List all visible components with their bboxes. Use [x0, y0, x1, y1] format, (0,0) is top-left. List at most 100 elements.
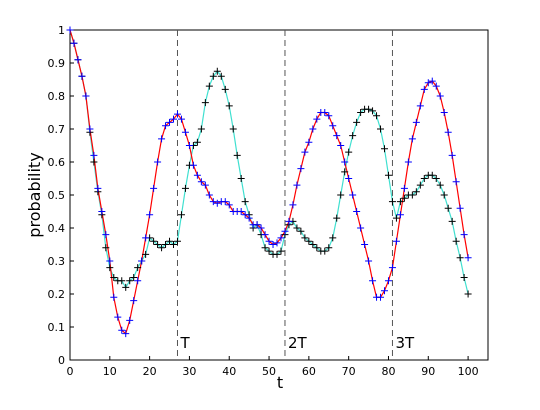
- marker: [448, 151, 456, 159]
- marker: [213, 199, 221, 207]
- marker: [349, 191, 357, 199]
- marker: [345, 148, 353, 156]
- x-tick-label: 20: [143, 365, 157, 378]
- marker: [404, 158, 412, 166]
- marker: [122, 330, 130, 338]
- marker: [265, 247, 273, 255]
- marker: [329, 122, 337, 130]
- marker: [166, 237, 174, 245]
- marker: [177, 211, 185, 219]
- marker: [428, 77, 436, 85]
- marker: [273, 250, 281, 258]
- y-tick-label: 0.7: [48, 123, 66, 136]
- marker: [420, 175, 428, 182]
- marker: [162, 122, 170, 130]
- marker: [241, 198, 249, 206]
- marker: [440, 191, 448, 199]
- marker: [158, 244, 166, 252]
- marker: [150, 184, 158, 192]
- marker: [380, 287, 388, 295]
- marker: [237, 175, 245, 182]
- marker: [444, 128, 452, 136]
- marker: [293, 181, 301, 189]
- marker: [297, 227, 305, 235]
- marker: [173, 110, 181, 118]
- marker: [412, 188, 420, 196]
- marker: [400, 184, 408, 192]
- marker: [209, 198, 217, 206]
- x-tick-label: 90: [421, 365, 435, 378]
- marker: [464, 254, 472, 262]
- x-tick-label: 70: [342, 365, 356, 378]
- marker: [297, 165, 305, 173]
- marker: [237, 208, 245, 215]
- marker: [321, 247, 329, 255]
- marker: [345, 175, 353, 182]
- marker: [408, 135, 416, 143]
- marker: [154, 241, 162, 248]
- marker: [193, 171, 201, 179]
- marker: [257, 224, 265, 232]
- marker: [138, 257, 146, 265]
- marker: [369, 277, 377, 285]
- marker: [452, 178, 460, 186]
- marker: [416, 181, 424, 189]
- marker: [444, 204, 452, 212]
- marker: [289, 201, 297, 209]
- marker: [436, 92, 444, 100]
- period-label: T: [179, 334, 190, 352]
- marker: [420, 85, 428, 93]
- period-label: 2T: [288, 334, 308, 352]
- marker: [377, 125, 385, 133]
- x-tick-label: 30: [182, 365, 196, 378]
- marker: [424, 79, 432, 87]
- x-tick-label: 40: [222, 365, 236, 378]
- marker: [154, 158, 162, 166]
- marker: [90, 158, 98, 166]
- marker: [110, 293, 118, 301]
- marker: [90, 151, 98, 159]
- marker: [245, 214, 253, 222]
- y-axis-label: probability: [25, 152, 44, 237]
- marker: [392, 237, 400, 245]
- marker: [201, 99, 209, 107]
- marker: [181, 128, 189, 136]
- y-tick-label: 0.6: [48, 156, 66, 169]
- marker: [130, 274, 138, 281]
- marker: [416, 102, 424, 110]
- marker: [412, 118, 420, 126]
- marker: [150, 237, 158, 245]
- marker: [432, 175, 440, 182]
- marker: [432, 82, 440, 90]
- marker: [428, 171, 436, 179]
- marker: [353, 208, 361, 215]
- y-tick-label: 0.9: [48, 57, 66, 70]
- marker: [173, 237, 181, 245]
- marker: [285, 217, 293, 225]
- marker: [325, 112, 333, 120]
- marker: [189, 161, 197, 169]
- marker: [365, 257, 373, 265]
- marker: [118, 277, 126, 285]
- marker: [146, 211, 154, 219]
- marker: [460, 231, 468, 239]
- marker: [321, 109, 329, 116]
- plot-area: [69, 29, 489, 361]
- marker: [106, 264, 114, 272]
- marker: [122, 283, 130, 291]
- marker: [369, 107, 377, 115]
- marker: [388, 264, 396, 272]
- marker: [265, 237, 273, 245]
- marker: [114, 313, 122, 321]
- marker: [142, 250, 150, 258]
- y-tick-label: 0.3: [48, 255, 66, 268]
- marker: [261, 231, 269, 239]
- marker: [448, 217, 456, 225]
- marker: [205, 82, 213, 90]
- marker: [102, 244, 110, 252]
- marker: [170, 115, 178, 123]
- marker: [118, 326, 126, 334]
- y-tick-label: 0.8: [48, 90, 66, 103]
- marker: [177, 115, 185, 123]
- marker: [333, 132, 341, 140]
